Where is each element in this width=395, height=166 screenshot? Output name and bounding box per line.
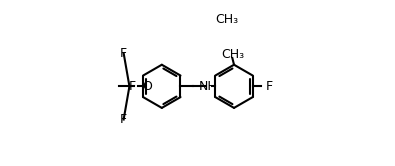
Text: F: F [120, 47, 127, 60]
Text: CH₃: CH₃ [215, 13, 238, 26]
Text: O: O [142, 80, 152, 93]
Text: F: F [129, 80, 136, 93]
Text: F: F [120, 113, 127, 126]
Text: F: F [266, 80, 273, 93]
Text: NH: NH [199, 80, 218, 93]
Text: CH₃: CH₃ [221, 48, 244, 61]
